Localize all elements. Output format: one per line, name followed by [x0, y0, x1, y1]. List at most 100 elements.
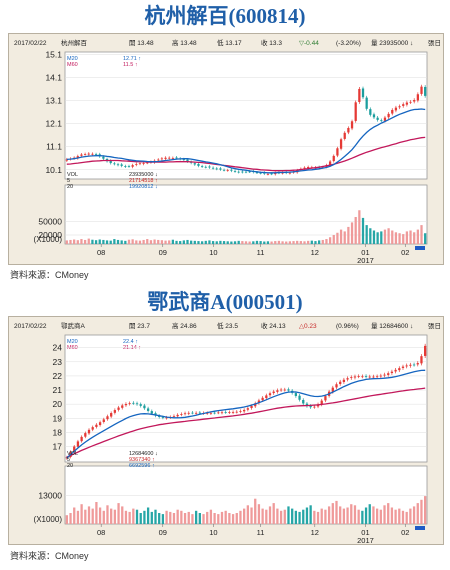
volume-bar: [153, 239, 156, 244]
price-tick-label: 15.1: [45, 49, 62, 59]
ma-legend-label: M20: [67, 56, 78, 62]
candle-body: [328, 161, 332, 166]
candle-body: [87, 429, 91, 434]
volume-bar: [131, 239, 134, 244]
candle-body: [294, 393, 298, 396]
price-tick-label: 18: [53, 427, 63, 437]
month-label: 11: [257, 248, 265, 257]
month-label: 09: [159, 248, 167, 257]
volume-bar: [246, 505, 249, 524]
month-label: 11: [257, 528, 265, 537]
vol-legend-label: VOL: [67, 451, 78, 457]
vol-legend-label: 5: [67, 457, 70, 463]
candle-body: [102, 156, 105, 159]
volume-bar: [193, 240, 196, 244]
candle-body: [110, 413, 113, 417]
volume-bar: [87, 238, 90, 244]
volume-bar: [375, 508, 379, 524]
candle-body: [350, 121, 354, 129]
volume-bar: [204, 240, 207, 244]
volume-bar: [113, 239, 116, 244]
info-date: 2017/02/22: [14, 323, 47, 330]
candle-body: [361, 88, 365, 98]
volume-bar: [231, 514, 235, 524]
candle-body: [180, 414, 183, 415]
volume-bar: [372, 230, 376, 244]
volume-bar: [180, 510, 183, 524]
volume-bar: [226, 241, 229, 244]
volume-bar: [80, 504, 83, 524]
volume-bar: [191, 514, 194, 524]
candle-body: [257, 400, 261, 404]
candle-body: [361, 376, 364, 378]
candle-body: [409, 364, 412, 366]
volume-bar: [383, 505, 386, 524]
volume-bar: [255, 240, 259, 244]
volume-bar: [202, 514, 205, 524]
candle-body: [283, 389, 286, 391]
volume-bar: [307, 240, 310, 244]
volume-bar: [230, 241, 233, 244]
candle-body: [187, 412, 190, 414]
volume-bar: [224, 510, 227, 524]
candle-body: [358, 88, 361, 102]
candle-body: [209, 412, 213, 414]
volume-bar: [187, 511, 190, 524]
volume-bar: [142, 239, 145, 244]
candle-body: [215, 168, 218, 170]
candle-body: [353, 376, 357, 378]
volume-bar: [211, 241, 215, 244]
volume-bar: [316, 511, 320, 524]
volume-bar: [175, 240, 178, 244]
volume-bar: [149, 240, 153, 244]
ma-legend-label: M60: [67, 62, 78, 68]
year-label: 2017: [357, 536, 374, 544]
candle-body: [405, 365, 408, 367]
volume-bar: [220, 511, 224, 524]
volume-bar: [310, 240, 313, 244]
candle-body: [186, 159, 189, 162]
price-tick-label: 13.1: [45, 95, 62, 105]
candle-body: [379, 375, 382, 377]
volume-bar: [277, 240, 281, 244]
candle-body: [270, 173, 273, 175]
volume-bar: [116, 239, 120, 244]
volume-bar: [80, 239, 83, 244]
volume-bar: [87, 506, 91, 524]
month-label: 01: [361, 528, 369, 537]
volume-bar: [106, 505, 109, 524]
volume-bar: [320, 508, 323, 524]
info-change: ▽-0.44: [299, 40, 319, 47]
candle-body: [128, 403, 131, 404]
volume-bar: [194, 510, 198, 524]
volume-bar: [138, 240, 142, 244]
volume-bar: [94, 240, 98, 244]
month-label: 02: [401, 248, 409, 257]
volume-bar: [135, 240, 138, 244]
candle-body: [158, 415, 161, 417]
volume-bar: [298, 511, 301, 524]
candle-body: [138, 163, 142, 165]
volume-bar: [343, 231, 346, 244]
ma20-line: [66, 108, 426, 174]
month-label: 12: [311, 248, 319, 257]
volume-bar: [179, 241, 182, 244]
volume-bar: [391, 230, 394, 244]
candle-body: [91, 153, 94, 155]
volume-bar: [254, 498, 257, 524]
volume-bar: [243, 508, 246, 524]
volume-bar: [109, 240, 112, 244]
volume-bar: [380, 231, 383, 244]
price-tick-label: 22: [53, 371, 63, 381]
volume-bar: [135, 509, 139, 524]
candle-body: [206, 413, 209, 414]
volume-bar: [270, 241, 273, 244]
candle-body: [364, 376, 368, 377]
candle-body: [243, 409, 246, 412]
volume-bar: [365, 225, 368, 244]
volume-bar: [398, 233, 401, 244]
candle-body: [248, 171, 251, 173]
volume-tick-label: 50000: [38, 217, 62, 227]
candle-body: [226, 170, 229, 172]
price-tick-label: 12.1: [45, 119, 62, 129]
